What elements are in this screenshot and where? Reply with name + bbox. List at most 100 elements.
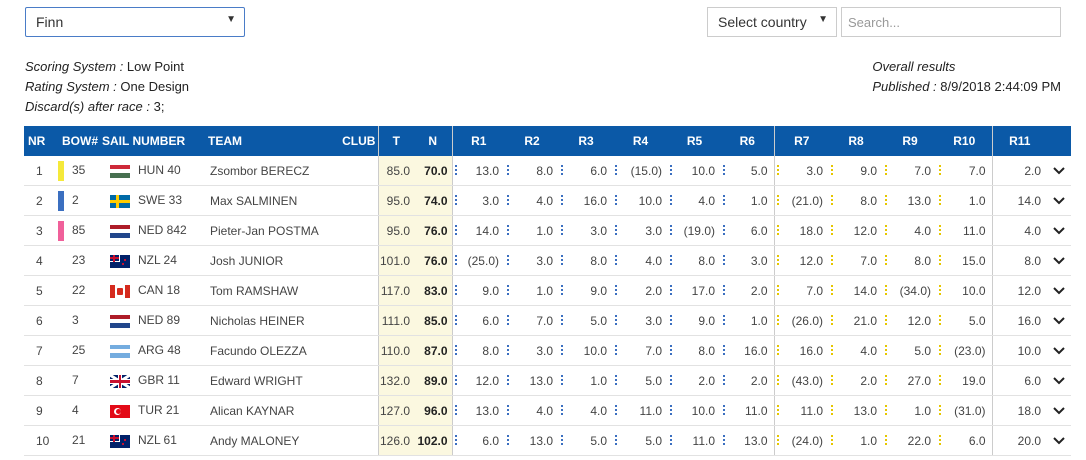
race-score: 17.0 <box>668 275 721 306</box>
bow-number: 2 <box>72 192 79 207</box>
table-row[interactable]: 3 85 NED 842 Pieter-Jan POSTMA 95.0 76.0 14.0 1… <box>24 215 1071 246</box>
sail-cell: GBR 11 <box>98 365 204 396</box>
col-r11[interactable]: R11 <box>991 126 1047 156</box>
col-sail[interactable]: SAIL NUMBER <box>98 126 204 156</box>
col-r7[interactable]: R7 <box>773 126 829 156</box>
gbr-flag-icon <box>110 374 130 388</box>
publish-info: Overall results Published : 8/9/2018 2:4… <box>872 57 1061 97</box>
table-row[interactable]: 1 35 HUN 40 Zsombor BERECZ 85.0 70.0 13.0 8.0 6.… <box>24 156 1071 186</box>
race-score: 19.0 <box>937 365 992 396</box>
race-score: 10.0 <box>991 335 1047 366</box>
table-row[interactable]: 9 4 TUR 21 Alican KAYNAR 127.0 96.0 13.0 4.0 4.0… <box>24 395 1071 426</box>
class-select-value: Finn <box>36 14 64 30</box>
race-score: 13.0 <box>451 156 505 186</box>
race-score-value: 11.0 <box>963 223 986 238</box>
fleet-marker-icon <box>723 435 725 445</box>
table-row[interactable]: 4 23 NZL 24 Josh JUNIOR 101.0 76.0 (25.0) 3.0 8.… <box>24 245 1071 276</box>
col-r3[interactable]: R3 <box>559 126 613 156</box>
race-score-value: 22.0 <box>907 433 931 448</box>
col-r10[interactable]: R10 <box>937 126 992 156</box>
col-club[interactable]: CLUB <box>340 126 378 156</box>
race-score-value: (19.0) <box>683 223 715 238</box>
fleet-marker-icon <box>776 225 779 235</box>
race-score-value: 10.0 <box>691 403 715 418</box>
race-score-value: 11.0 <box>800 403 823 418</box>
bow-cell: 3 <box>58 305 98 336</box>
col-team[interactable]: TEAM <box>204 126 340 156</box>
net-points: 83.0 <box>414 275 452 306</box>
fleet-marker-icon <box>831 195 833 205</box>
race-score-value: 12.0 <box>907 313 931 328</box>
chevron-down-icon[interactable] <box>1047 185 1071 216</box>
col-n[interactable]: N <box>414 126 452 156</box>
race-score-value: 10.0 <box>691 163 715 178</box>
class-select[interactable]: Finn ▼ <box>25 7 245 37</box>
race-score: 1.0 <box>505 275 559 306</box>
fleet-marker-icon <box>939 255 941 265</box>
race-score-value: 5.0 <box>645 373 662 388</box>
race-score-value: 12.0 <box>853 223 877 238</box>
chevron-down-icon[interactable] <box>1047 395 1071 426</box>
table-row[interactable]: 8 7 GBR 11 Edward WRIGHT 132.0 89.0 12.0 13.0 1.… <box>24 365 1071 396</box>
race-score-value: 8.0 <box>590 253 607 268</box>
race-score: 11.0 <box>613 395 668 426</box>
race-score: 4.0 <box>991 215 1047 246</box>
race-score-value: 1.0 <box>860 433 877 448</box>
race-score: 5.0 <box>613 425 668 456</box>
race-score: 10.0 <box>668 395 721 426</box>
club <box>340 215 378 246</box>
sail-cell: NZL 24 <box>98 245 204 276</box>
chevron-down-icon[interactable] <box>1047 305 1071 336</box>
country-select[interactable]: Select country ▼ <box>707 7 837 37</box>
table-row[interactable]: 5 22 CAN 18 Tom RAMSHAW 117.0 83.0 9.0 1.0 9.0 2.… <box>24 275 1071 306</box>
race-score-value: 2.0 <box>645 283 662 298</box>
race-score: 7.0 <box>829 245 883 276</box>
race-score: (26.0) <box>773 305 829 336</box>
fleet-marker-icon <box>723 375 725 385</box>
col-nr[interactable]: NR <box>24 126 58 156</box>
col-bow[interactable]: BOW# <box>58 126 98 156</box>
table-row[interactable]: 2 2 SWE 33 Max SALMINEN 95.0 74.0 3.0 4.0 16.0 10… <box>24 185 1071 216</box>
chevron-down-icon[interactable] <box>1047 365 1071 396</box>
table-row[interactable]: 7 25 ARG 48 Facundo OLEZZA 110.0 87.0 8.0 3.0 10… <box>24 335 1071 366</box>
search-input[interactable] <box>841 7 1061 37</box>
race-score: 14.0 <box>991 185 1047 216</box>
race-score: (23.0) <box>937 335 992 366</box>
race-score-value: 27.0 <box>907 373 931 388</box>
table-row[interactable]: 10 21 NZL 61 Andy MALONEY 126.0 102.0 6.0 13.0 5… <box>24 425 1071 456</box>
table-row[interactable]: 6 3 NED 89 Nicholas HEINER 111.0 85.0 6.0 7.0 5.… <box>24 305 1071 336</box>
col-r1[interactable]: R1 <box>451 126 505 156</box>
chevron-down-icon[interactable] <box>1047 425 1071 456</box>
race-score: 5.0 <box>559 425 613 456</box>
col-r5[interactable]: R5 <box>668 126 721 156</box>
fleet-marker-icon <box>670 225 672 235</box>
col-r6[interactable]: R6 <box>721 126 774 156</box>
chevron-down-icon[interactable] <box>1047 215 1071 246</box>
fleet-marker-icon <box>776 375 779 385</box>
race-score-value: 6.0 <box>968 433 986 448</box>
race-score-value: 5.0 <box>590 433 607 448</box>
race-score-value: 8.0 <box>860 193 877 208</box>
bow-color-marker <box>58 311 64 331</box>
fleet-marker-icon <box>507 195 509 205</box>
chevron-down-icon[interactable] <box>1047 275 1071 306</box>
col-r2[interactable]: R2 <box>505 126 559 156</box>
race-score: (34.0) <box>883 275 937 306</box>
col-r8[interactable]: R8 <box>829 126 883 156</box>
race-score-value: 5.0 <box>914 343 931 358</box>
fleet-marker-icon <box>776 285 779 295</box>
race-score-value: (21.0) <box>791 193 823 208</box>
race-score: 3.0 <box>505 245 559 276</box>
nzl-flag-icon <box>110 434 130 448</box>
chevron-down-icon[interactable] <box>1047 156 1071 186</box>
race-score: 16.0 <box>559 185 613 216</box>
bow-color-marker <box>58 190 64 211</box>
chevron-down-icon[interactable] <box>1047 335 1071 366</box>
rank: 1 <box>24 156 58 186</box>
col-r4[interactable]: R4 <box>613 126 668 156</box>
fleet-marker-icon <box>454 435 457 445</box>
col-t[interactable]: T <box>377 126 414 156</box>
chevron-down-icon[interactable] <box>1047 245 1071 276</box>
col-r9[interactable]: R9 <box>883 126 937 156</box>
race-score: (43.0) <box>773 365 829 396</box>
